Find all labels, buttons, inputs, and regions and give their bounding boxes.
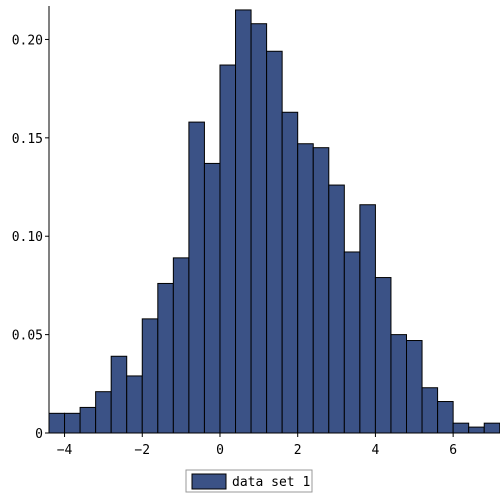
histogram-bar-7 — [157, 282, 174, 434]
histogram-bar-20 — [359, 204, 376, 434]
y-ticks: 0 0.05 0.10 0.15 0.20 — [12, 33, 49, 442]
histogram-bar-21 — [374, 277, 392, 434]
y-tick-label-3: 0.15 — [12, 132, 43, 147]
histogram-bar-16 — [297, 143, 314, 434]
y-tick-label-0: 0 — [35, 427, 43, 442]
histogram-bar-19 — [343, 251, 361, 434]
histogram-bar-22 — [390, 334, 407, 434]
histogram-bar-0 — [48, 412, 66, 434]
x-tick-label-3: 2 — [294, 443, 302, 458]
histogram-bar-9 — [188, 121, 205, 434]
histogram-bar-8 — [172, 257, 190, 434]
histogram-bar-17 — [312, 147, 330, 434]
histogram-bar-27 — [468, 426, 485, 434]
histogram-bar-18 — [328, 184, 345, 434]
x-tick-label-5: 6 — [449, 443, 457, 458]
histogram-bar-14 — [266, 50, 283, 434]
histogram-bar-11 — [219, 64, 237, 434]
axes — [48, 6, 492, 434]
x-tick-label-4: 4 — [372, 443, 380, 458]
histogram-bar-24 — [421, 387, 439, 434]
legend: data set 1 — [185, 469, 313, 493]
histogram-bar-25 — [437, 401, 454, 434]
histogram-bar-10 — [203, 162, 221, 434]
histogram-bar-23 — [406, 340, 423, 434]
x-tick-label-0: −4 — [57, 443, 73, 458]
y-tick-label-4: 0.20 — [12, 33, 43, 48]
x-ticks: −4 −2 0 2 4 6 — [57, 433, 457, 458]
histogram-bar-28 — [483, 422, 500, 434]
y-tick-label-1: 0.05 — [12, 329, 43, 344]
histogram-bar-12 — [235, 9, 252, 434]
histogram-bar-6 — [141, 318, 159, 434]
histogram-bars — [48, 9, 500, 434]
histogram-bar-15 — [281, 111, 299, 434]
histogram-bar-2 — [79, 406, 97, 434]
histogram-bar-1 — [64, 412, 81, 434]
histogram-bar-13 — [250, 23, 268, 434]
legend-label-data-set-1: data set 1 — [232, 475, 310, 490]
histogram-bar-5 — [126, 375, 143, 434]
histogram-bar-3 — [95, 391, 112, 434]
x-tick-label-1: −2 — [134, 443, 150, 458]
x-tick-label-2: 0 — [216, 443, 224, 458]
y-tick-label-2: 0.10 — [12, 230, 43, 245]
histogram-bar-26 — [452, 422, 470, 434]
histogram-bar-4 — [110, 355, 128, 434]
legend-swatch-data-set-1 — [191, 473, 227, 490]
